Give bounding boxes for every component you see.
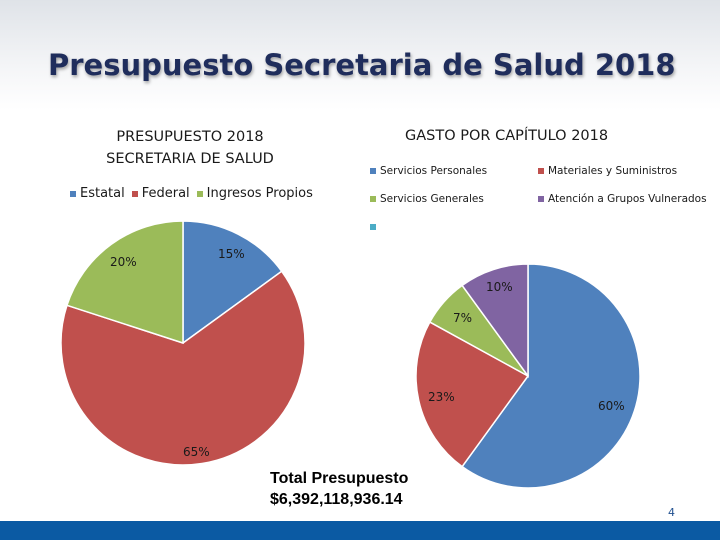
slide-title: Presupuesto Secretaria de Salud 2018 <box>48 48 676 82</box>
budget-slice-3 <box>66 220 184 345</box>
expense-slice-1 <box>461 263 641 489</box>
legend-item-ingresos-propios: Ingresos Propios <box>196 186 313 201</box>
legend-item-unlabeled <box>370 221 380 233</box>
expense-label-personales: 60% <box>598 399 625 413</box>
legend-item-estatal: Estatal <box>70 186 125 201</box>
legend-swatch <box>70 190 76 197</box>
expense-pie <box>415 263 641 489</box>
legend-swatch <box>370 224 376 230</box>
budget-legend: Estatal Federal Ingresos Propios <box>70 186 320 201</box>
legend-item-atencion-grupos: Atención a Grupos Vulnerados <box>538 193 707 205</box>
expense-label-materiales: 23% <box>428 390 455 404</box>
legend-label: Atención a Grupos Vulnerados <box>548 193 707 205</box>
expense-chart-title: GASTO POR CAPÍTULO 2018 <box>405 128 609 144</box>
expense-slice-2 <box>415 321 530 468</box>
budget-chart-title: PRESUPUESTO 2018 SECRETARIA DE SALUD <box>90 126 290 170</box>
expense-label-generales: 7% <box>453 311 472 325</box>
title-band <box>0 0 720 110</box>
total-budget-label: Total Presupuesto <box>270 470 409 487</box>
budget-pie <box>60 220 306 466</box>
budget-label-ingresos: 20% <box>110 255 137 269</box>
budget-label-federal: 65% <box>183 445 210 459</box>
legend-label: Estatal <box>80 186 125 201</box>
expense-slice-4 <box>461 263 529 379</box>
legend-label: Materiales y Suministros <box>548 165 678 177</box>
legend-label: Ingresos Propios <box>206 186 313 201</box>
legend-swatch <box>538 196 544 202</box>
legend-label: Servicios Generales <box>380 193 484 205</box>
legend-swatch <box>131 190 138 197</box>
legend-label: Federal <box>141 186 190 201</box>
legend-swatch <box>196 190 203 197</box>
legend-item-servicios-generales: Servicios Generales <box>370 193 484 205</box>
budget-chart-title-line1: PRESUPUESTO 2018 <box>116 129 264 145</box>
budget-slice-1 <box>182 220 283 345</box>
footer-bar <box>0 521 720 540</box>
budget-slice-2 <box>60 270 306 466</box>
legend-item-servicios-personales: Servicios Personales <box>370 165 487 177</box>
page-number: 4 <box>668 506 675 519</box>
legend-swatch <box>370 168 376 174</box>
legend-swatch <box>370 196 376 202</box>
budget-chart-title-line2: SECRETARIA DE SALUD <box>106 151 274 167</box>
legend-item-materiales: Materiales y Suministros <box>538 165 677 177</box>
total-budget-amount: $6,392,118,936.14 <box>270 491 403 508</box>
budget-label-estatal: 15% <box>218 247 245 261</box>
pie-percent-labels: 15% 65% 20% 60% 23% 7% 10% <box>110 247 625 459</box>
legend-label: Servicios Personales <box>380 165 488 177</box>
legend-swatch <box>538 168 544 174</box>
expense-label-atencion: 10% <box>486 280 513 294</box>
legend-item-federal: Federal <box>131 186 190 201</box>
total-budget: Total Presupuesto $6,392,118,936.14 <box>270 468 408 510</box>
